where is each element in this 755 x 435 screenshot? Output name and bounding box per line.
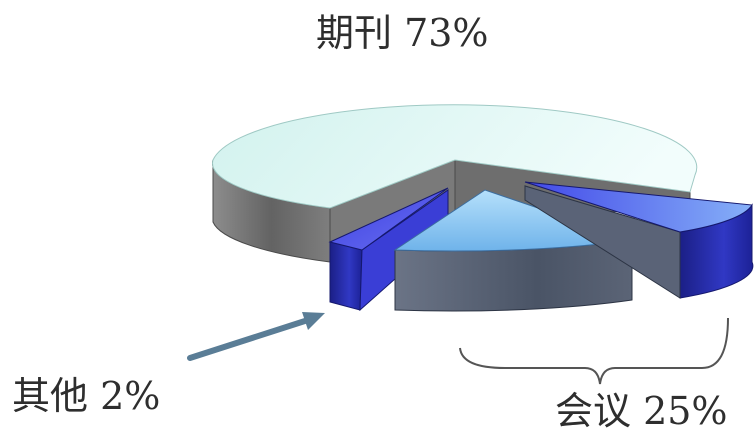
label-qita: 其他 2% <box>12 374 161 418</box>
brace-huiyi <box>459 317 729 385</box>
slice-qita-wall <box>329 241 363 311</box>
slice-huiyi-sub-top <box>524 181 753 233</box>
arrow-qita <box>187 312 325 361</box>
slice-qita-top <box>328 187 449 251</box>
label-huiyi: 会议 25% <box>555 389 728 433</box>
slice-huiyi-sub-side <box>524 185 681 299</box>
label-qikan: 期刊 73% <box>316 11 489 55</box>
slice-huiyi-main <box>393 189 633 312</box>
slice-huiyi-sub <box>524 181 754 299</box>
slice-qikan-top <box>212 104 698 209</box>
